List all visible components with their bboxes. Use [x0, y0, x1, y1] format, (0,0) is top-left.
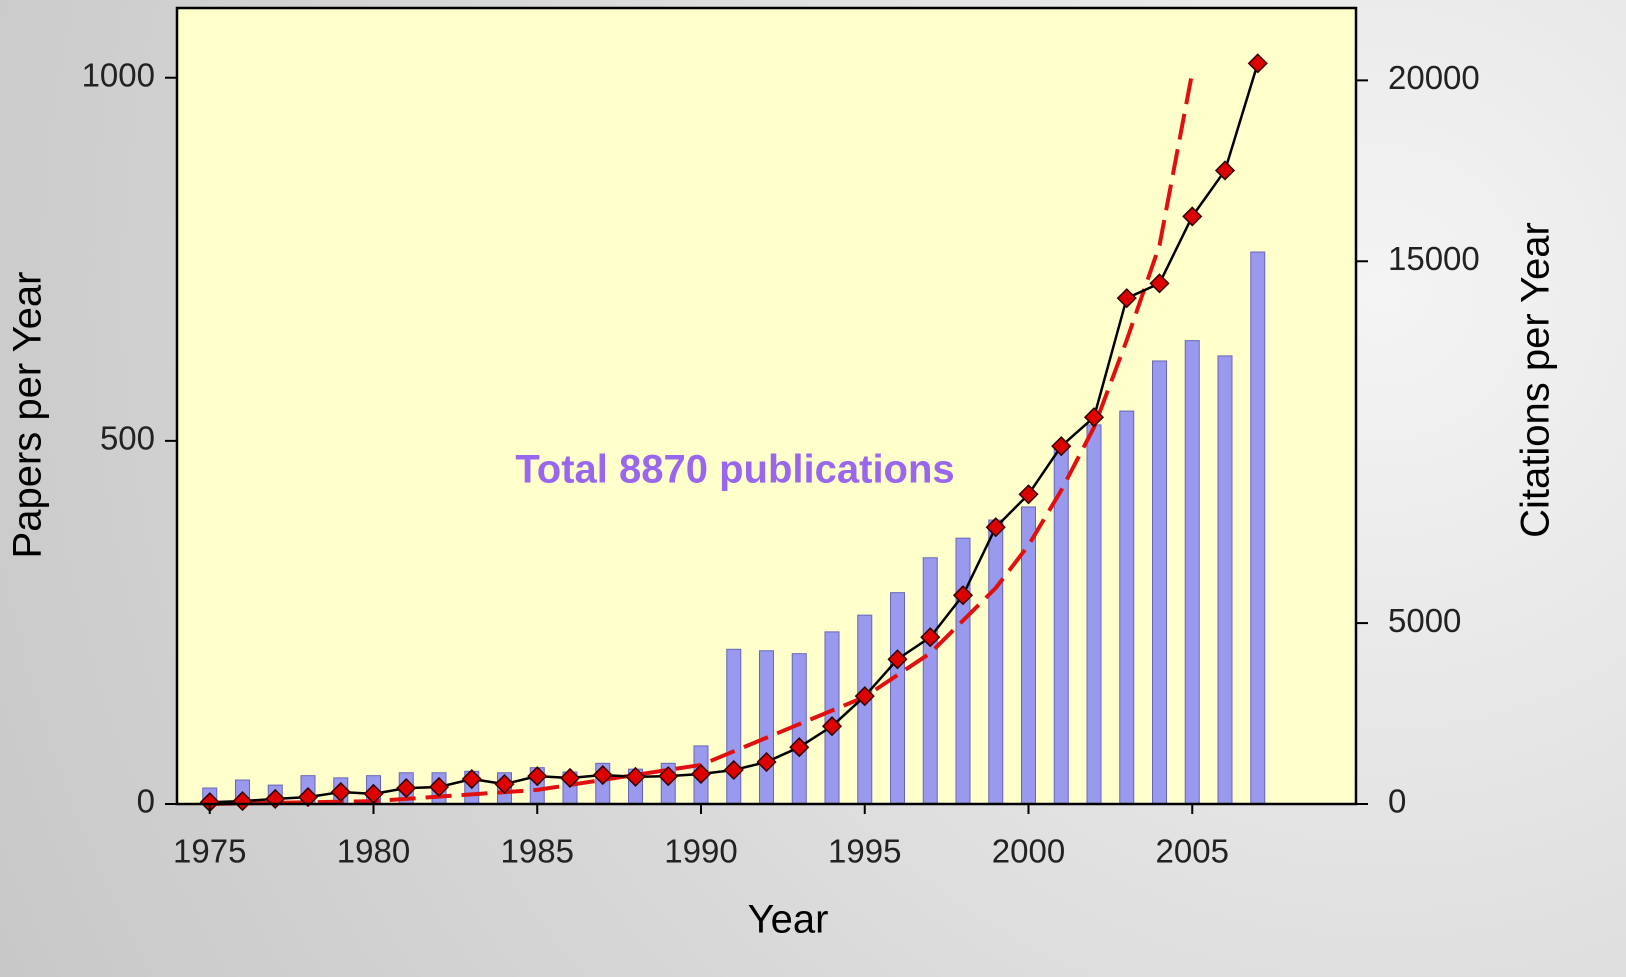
plot-frame [175, 6, 1358, 806]
marker [1083, 407, 1105, 428]
x-tick-label: 1990 [664, 833, 737, 870]
bar [922, 557, 938, 805]
bar [890, 592, 905, 805]
x-tick-label: 1985 [501, 833, 574, 870]
x-tick-label: 1975 [173, 833, 246, 870]
marker [985, 517, 1006, 538]
x-tick-label: 1980 [337, 833, 410, 870]
bar [726, 648, 742, 805]
marker [723, 759, 744, 781]
bar [1086, 424, 1102, 805]
x-axis-title: Year [748, 898, 829, 942]
marker [658, 766, 679, 787]
bar [759, 650, 774, 805]
y2-tick-label: 15000 [1388, 240, 1480, 277]
annotation: Total 8870 publications [515, 448, 954, 492]
y2-tick-label: 5000 [1388, 602, 1461, 639]
bar [857, 614, 873, 805]
bar [791, 653, 807, 805]
x-tick-label: 2000 [992, 833, 1065, 870]
marker [690, 763, 712, 785]
bar [988, 519, 1004, 805]
marker [789, 737, 810, 758]
y2-axis-title: Citations per Year [1514, 222, 1558, 538]
bar [955, 537, 971, 805]
y-tick-label: 0 [137, 783, 155, 820]
x-tick-label: 2005 [1156, 833, 1229, 870]
trend-line [209, 72, 1195, 806]
bar [1217, 355, 1233, 805]
marker [428, 776, 450, 798]
marker [1214, 160, 1236, 181]
bar [1184, 340, 1200, 805]
marker [232, 791, 253, 812]
marker [396, 778, 417, 799]
bar [1119, 410, 1135, 805]
y-tick-label: 1000 [82, 56, 155, 93]
marker [1051, 436, 1072, 457]
marker [887, 649, 908, 670]
marker [461, 768, 482, 790]
marker [756, 751, 777, 773]
marker [952, 585, 974, 606]
marker [854, 686, 875, 707]
y-axis-title: Papers per Year [6, 272, 50, 559]
marker [527, 766, 548, 787]
marks [199, 53, 1268, 813]
x-tick-label: 1995 [828, 833, 901, 870]
marker [1247, 53, 1268, 74]
marker [821, 716, 843, 737]
marker [265, 788, 286, 809]
y-tick-label: 500 [100, 420, 155, 457]
marker [297, 787, 319, 808]
bar [1152, 360, 1167, 805]
marker [1116, 288, 1137, 309]
marker [625, 766, 646, 787]
y2-tick-label: 0 [1388, 783, 1406, 820]
marker [920, 627, 941, 648]
marker [559, 767, 581, 789]
y2-tick-label: 20000 [1388, 59, 1480, 96]
bar [1250, 251, 1266, 805]
marker [330, 781, 351, 803]
marker [1018, 484, 1039, 505]
marker [592, 764, 613, 786]
marker [1182, 206, 1203, 227]
marker [1149, 273, 1170, 294]
marker [494, 774, 515, 795]
